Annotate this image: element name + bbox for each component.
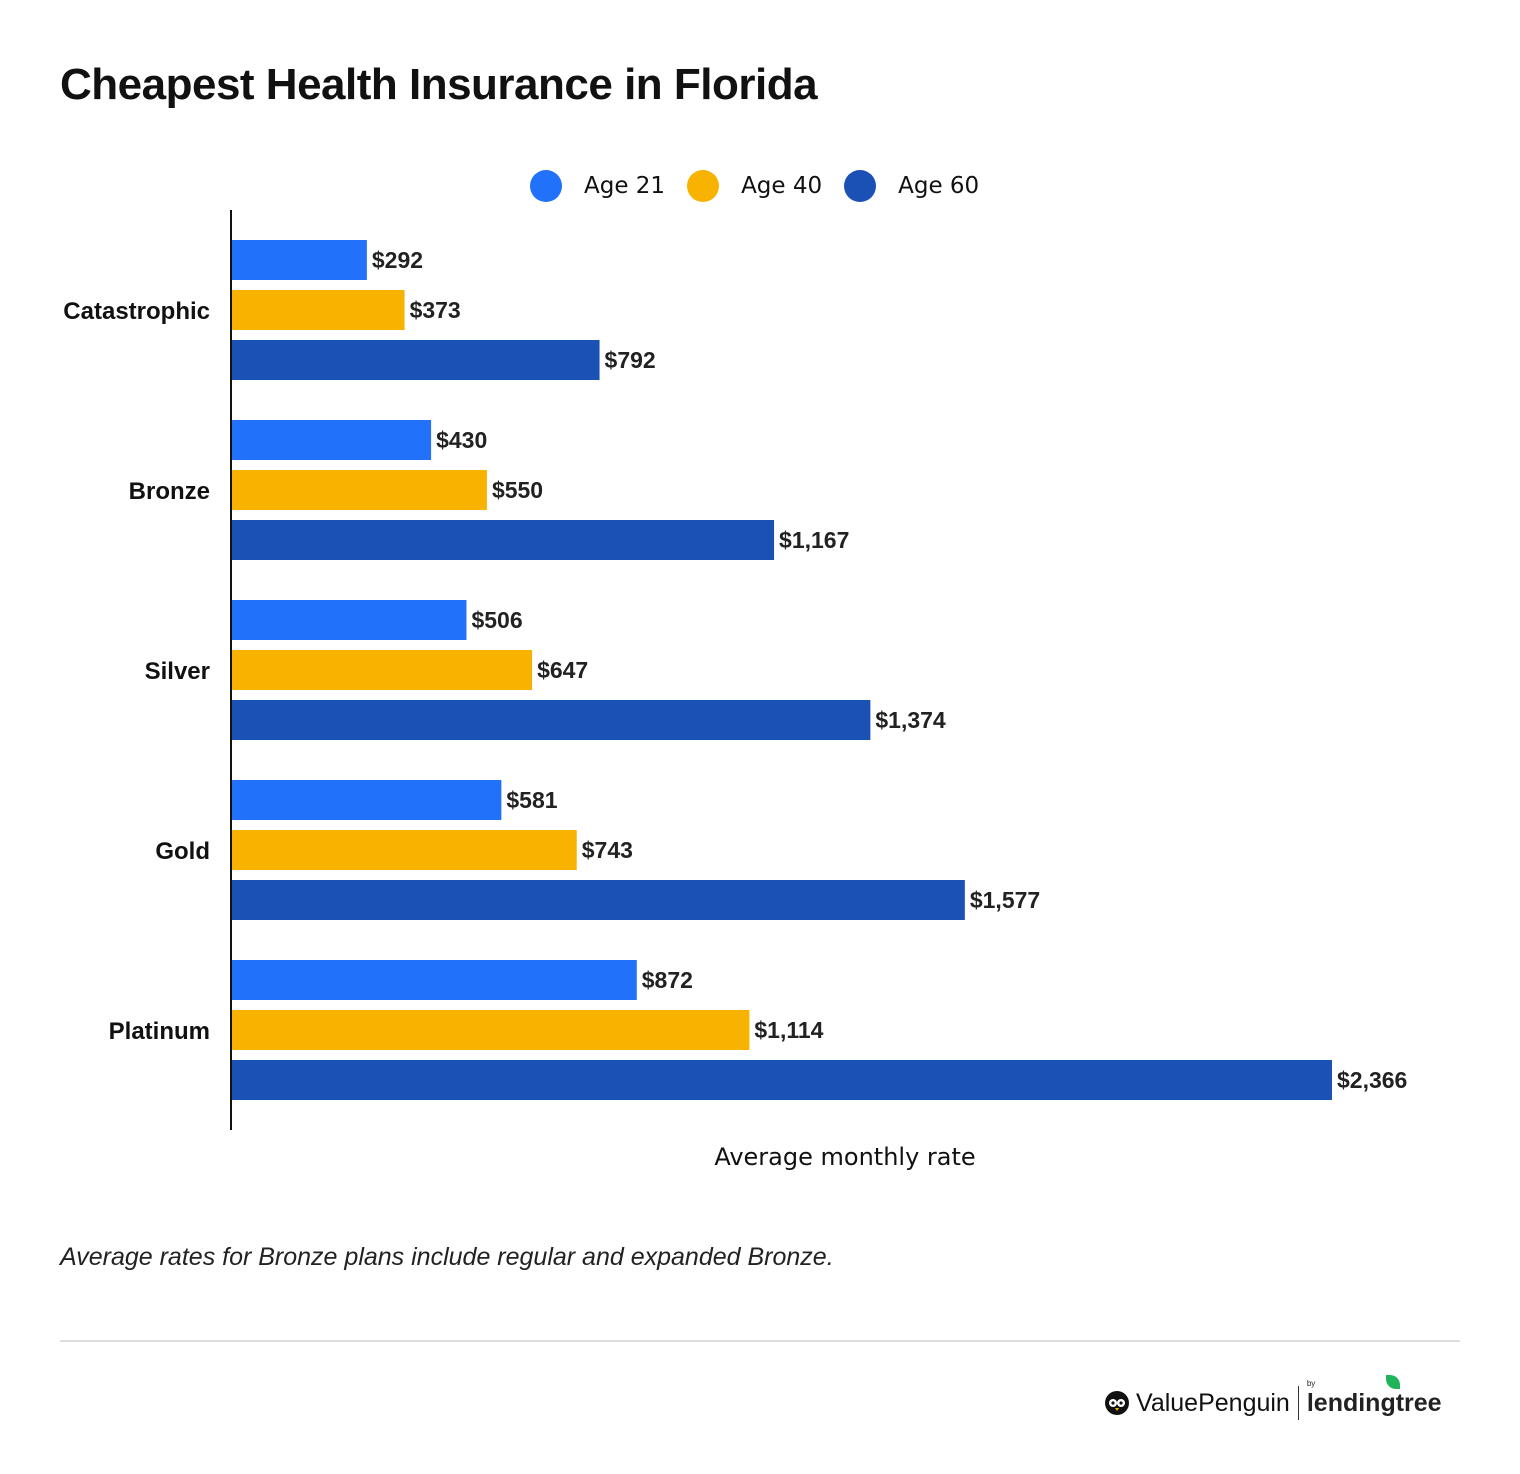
bar-age-40	[231, 290, 405, 330]
legend-swatch	[530, 170, 562, 202]
category-label: Bronze	[129, 478, 210, 505]
partner-text: lendingtree	[1306, 1388, 1442, 1417]
data-label: $743	[582, 837, 633, 863]
data-label: $1,577	[970, 887, 1040, 913]
bar-age-21	[231, 780, 502, 820]
data-label: $292	[372, 247, 423, 273]
legend-label: Age 40	[741, 173, 823, 199]
bar-age-60	[231, 340, 600, 380]
by-text: by	[1306, 1378, 1316, 1388]
legend: Age 21 Age 40 Age 60	[530, 170, 1001, 202]
chart-title: Cheapest Health Insurance in Florida	[60, 60, 818, 109]
bar-age-21	[231, 240, 367, 280]
data-label: $1,114	[754, 1017, 823, 1043]
legend-label: Age 21	[584, 173, 666, 199]
data-label: $792	[605, 347, 656, 373]
bar-chart: Catastrophic $292 $373 $792 Bronze $430$550 $1…	[63, 210, 1407, 1171]
divider	[60, 1340, 1460, 1342]
bar-age-40	[231, 830, 577, 870]
data-label: $373	[410, 297, 461, 323]
data-label: $872	[642, 967, 693, 993]
data-label: $647	[537, 657, 588, 683]
category-label: Platinum	[109, 1018, 210, 1045]
data-label: $1,374	[875, 707, 946, 733]
penguin-icon	[1105, 1391, 1129, 1415]
legend-item-age-60: Age 60	[844, 170, 979, 202]
bar-age-60	[231, 700, 871, 740]
bar-age-60	[231, 880, 965, 920]
logo-separator	[1297, 1386, 1299, 1420]
leaf-icon	[1385, 1374, 1400, 1389]
bar-age-21	[231, 420, 432, 460]
legend-swatch	[844, 170, 877, 202]
bar-age-40	[231, 1010, 750, 1050]
bar-age-40	[231, 650, 533, 690]
category-label: Catastrophic	[63, 298, 210, 325]
legend-item-age-21: Age 21	[530, 170, 665, 202]
category-label: Silver	[145, 658, 210, 685]
data-label: $581	[506, 787, 557, 813]
data-label: $430	[436, 427, 487, 453]
bar-age-21	[231, 960, 637, 1000]
bar-age-60	[231, 520, 775, 560]
data-label: $506	[471, 607, 522, 633]
legend-swatch	[687, 170, 720, 202]
category-label: Gold	[155, 838, 210, 865]
data-label: $1,167	[779, 527, 849, 553]
footnote: Average rates for Bronze plans include r…	[60, 1243, 834, 1271]
x-axis-label: Average monthly rate	[714, 1143, 975, 1171]
partner-name: by lendingtree	[1306, 1374, 1442, 1418]
legend-item-age-40: Age 40	[687, 170, 822, 202]
bar-age-21	[231, 600, 467, 640]
data-label: $2,366	[1337, 1067, 1407, 1093]
logo: ValuePenguin by lendingtree	[1104, 1374, 1442, 1420]
data-label: $550	[492, 477, 543, 503]
legend-label: Age 60	[898, 173, 980, 199]
bar-age-40	[231, 470, 487, 510]
bar-age-60	[231, 1060, 1332, 1100]
brand-name: ValuePenguin	[1136, 1388, 1290, 1417]
